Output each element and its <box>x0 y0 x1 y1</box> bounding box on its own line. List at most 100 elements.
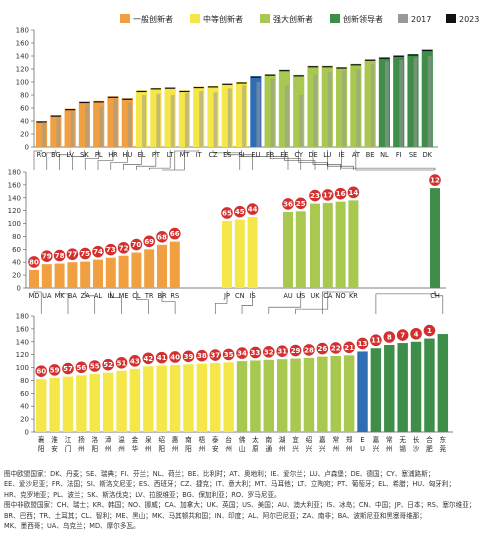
rank-label: 16 <box>336 190 346 198</box>
category-label: E <box>360 436 364 444</box>
category-label: 通 <box>266 444 273 453</box>
y-tick-label: 140 <box>16 338 29 346</box>
rank-badge <box>235 346 249 360</box>
rank-label: 42 <box>143 355 153 363</box>
connector-line <box>123 150 142 170</box>
bar <box>144 249 155 288</box>
bar <box>424 338 435 432</box>
category-label: 州 <box>105 445 112 453</box>
category-label: 东 <box>440 435 447 444</box>
category-label: 莞 <box>440 444 447 453</box>
connector-line <box>241 291 253 314</box>
rank-label: 45 <box>235 208 245 216</box>
bar <box>310 203 320 288</box>
y-tick-label: 100 <box>16 79 29 87</box>
bar <box>36 121 48 147</box>
y-tick-label: 180 <box>16 313 29 321</box>
category-label: 常 <box>386 435 393 444</box>
category-label: 州 <box>78 445 85 453</box>
category-label: 州 <box>145 445 152 453</box>
rank-badge <box>104 243 118 257</box>
rank-label: 43 <box>130 357 140 365</box>
rank-label: 56 <box>77 364 87 372</box>
rank-badge <box>288 343 303 358</box>
bar <box>264 74 276 147</box>
bar-2017 <box>356 69 361 147</box>
category-label: RO <box>37 151 47 159</box>
rank-badge <box>346 185 360 199</box>
rank-badge <box>355 336 370 351</box>
rank-label: 34 <box>237 350 247 358</box>
category-label: BA <box>68 292 78 300</box>
category-label: JP <box>223 292 230 300</box>
bar-2017 <box>142 95 147 147</box>
y-tick-label: 120 <box>16 351 29 359</box>
y-tick-label: 60 <box>12 246 21 254</box>
rank-label: 73 <box>106 246 116 254</box>
legend-swatch <box>398 14 408 23</box>
bar-2017 <box>42 122 47 147</box>
category-label: 门 <box>65 444 72 453</box>
bar <box>143 366 154 432</box>
bar-2017 <box>256 82 261 147</box>
rank-badge <box>74 360 88 374</box>
rank-label: 38 <box>197 352 207 360</box>
rank-badge <box>396 328 410 342</box>
bar <box>36 379 47 432</box>
rank-badge <box>78 246 92 261</box>
connector-line <box>148 150 171 170</box>
category-label: BR <box>157 292 167 300</box>
category-label: IT <box>196 151 203 159</box>
bar-2017 <box>170 95 175 147</box>
category-label: BE <box>366 151 375 159</box>
connector-line <box>434 291 444 314</box>
rank-label: 78 <box>55 252 65 260</box>
bar <box>169 364 181 432</box>
y-tick-label: 60 <box>20 390 29 398</box>
bar <box>393 55 405 147</box>
category-label: 兴 <box>306 444 313 453</box>
rank-badge <box>302 343 316 357</box>
category-label: 山 <box>239 444 246 453</box>
rank-label: 80 <box>29 258 39 266</box>
category-label: 华 <box>132 444 139 453</box>
rank-label: 59 <box>50 366 60 374</box>
legend-label: 创新领导者 <box>343 14 383 24</box>
category-label: 台 <box>225 435 232 444</box>
connector-line <box>97 150 114 170</box>
rank-label: 29 <box>291 347 301 355</box>
connector-line <box>33 291 42 314</box>
category-label: 肥 <box>426 445 433 453</box>
connector-line <box>72 150 85 170</box>
bar <box>236 82 248 147</box>
y-tick-label: 140 <box>8 194 21 202</box>
bar-2017 <box>184 93 189 147</box>
rank-badge <box>88 359 102 373</box>
y-tick-label: 160 <box>16 40 29 48</box>
category-label: ZA <box>81 292 91 300</box>
rank-label: 31 <box>277 348 287 356</box>
y-tick-label: 80 <box>20 92 29 100</box>
category-label: US <box>296 292 305 300</box>
bar-2017 <box>199 91 204 147</box>
category-label: 南 <box>185 435 192 444</box>
rank-badge <box>141 351 155 365</box>
bar <box>321 65 333 147</box>
bar-2017 <box>270 78 275 147</box>
rank-badge <box>48 363 62 377</box>
rank-badge <box>208 348 222 362</box>
rank-label: 22 <box>331 344 341 352</box>
bar <box>278 69 290 147</box>
connector-line <box>136 150 157 170</box>
bar <box>121 98 133 147</box>
bar <box>136 90 148 147</box>
category-label: CN <box>235 292 245 300</box>
bar <box>193 86 205 147</box>
rank-label: 52 <box>103 361 113 369</box>
bar <box>234 219 245 288</box>
category-label: AL <box>94 292 103 300</box>
category-label: 兴 <box>319 444 326 453</box>
bar <box>335 201 346 288</box>
category-label: MT <box>180 151 191 159</box>
